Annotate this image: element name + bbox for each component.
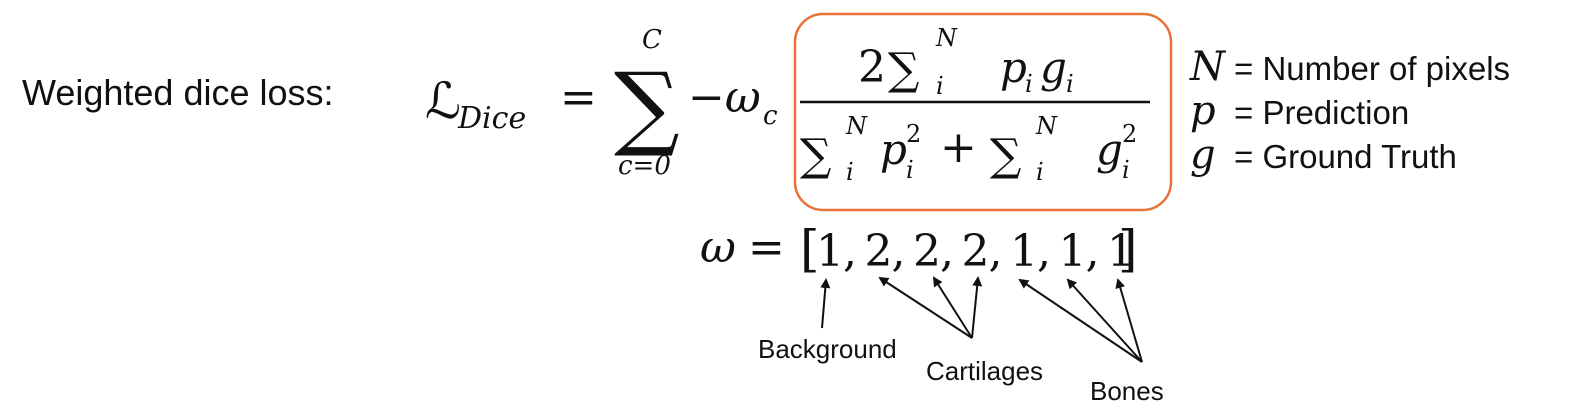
legend-description: = Prediction	[1234, 94, 1410, 131]
equals-sign: =	[560, 72, 597, 123]
denominator-p: p	[880, 125, 907, 174]
weight-value: 1	[1059, 226, 1087, 277]
weights-values: 1,2,2,2,1,1,1	[816, 226, 1135, 277]
numerator-sum-symbol: ∑	[888, 44, 919, 95]
arrow-bone-2	[1066, 278, 1143, 363]
weight-separator: ,	[989, 226, 1003, 277]
sum-upper-limit: C	[642, 25, 662, 55]
numerator-sum-lower: i	[936, 72, 944, 100]
weights-open-bracket: [	[800, 220, 820, 278]
arrow-bone-1	[1018, 278, 1143, 363]
loss-subscript: Dice	[457, 101, 526, 136]
fraction-highlight-box	[793, 12, 1173, 212]
weight-value: 1	[816, 226, 844, 277]
legend-description: = Ground Truth	[1234, 138, 1457, 175]
denominator-sum1-lower: i	[846, 158, 854, 186]
denominator-g-subscript: i	[1122, 156, 1130, 184]
weight-separator: ,	[1037, 226, 1051, 277]
denominator-sum1-upper: N	[845, 112, 868, 140]
legend-description: = Number of pixels	[1234, 50, 1511, 87]
numerator-g: g	[1040, 43, 1067, 92]
legend-symbol: N	[1190, 44, 1225, 90]
arrow-cartilage-1	[878, 276, 973, 339]
sum-lower-limit: c=0	[618, 151, 671, 181]
title-label: Weighted dice loss:	[22, 72, 334, 113]
arrow-background	[820, 278, 831, 329]
arrow-bone-3	[1115, 278, 1143, 363]
weight-symbol: −ω	[688, 72, 761, 123]
numerator-p: p	[1000, 43, 1027, 92]
annotation-arrows	[820, 276, 1143, 363]
arrow-cartilage-3	[971, 276, 983, 339]
denominator-p-subscript: i	[906, 156, 914, 184]
arrow-cartilage-2	[932, 276, 973, 339]
legend-symbol: p	[1190, 88, 1216, 134]
denominator-sum2-lower: i	[1036, 158, 1044, 186]
weight-separator: ,	[843, 226, 857, 277]
weight-value: 2	[913, 226, 941, 277]
legend-row-g: g = Ground Truth	[1190, 132, 1457, 178]
numerator-p-subscript: i	[1025, 70, 1033, 98]
weights-close-bracket: ]	[1118, 220, 1138, 278]
weights-equals: =	[748, 222, 785, 273]
weight-subscript: c	[763, 101, 778, 131]
numerator-coefficient: 2	[858, 42, 886, 93]
legend-row-p: p = Prediction	[1190, 88, 1409, 134]
denominator-sum1-symbol: ∑	[800, 130, 831, 181]
sum-symbol: ∑	[614, 53, 680, 160]
numerator-g-subscript: i	[1066, 70, 1074, 98]
weight-value: 2	[865, 226, 893, 277]
weight-value: 2	[962, 226, 990, 277]
denominator-plus: +	[940, 122, 977, 173]
denominator-sum2-upper: N	[1035, 112, 1058, 140]
weight-separator: ,	[940, 226, 954, 277]
denominator-g: g	[1096, 125, 1123, 174]
weight-value: 1	[1010, 226, 1038, 277]
cartilages-label: Cartilages	[926, 356, 1044, 386]
background-label: Background	[758, 334, 897, 364]
denominator-sum2-symbol: ∑	[990, 130, 1021, 181]
weight-separator: ,	[892, 226, 906, 277]
legend-symbol: g	[1190, 132, 1216, 178]
numerator-sum-upper: N	[935, 24, 958, 52]
loss-symbol: ℒ	[425, 72, 461, 130]
legend-row-n: N = Number of pixels	[1190, 44, 1510, 90]
bones-label: Bones	[1090, 376, 1164, 406]
weight-separator: ,	[1086, 226, 1100, 277]
weights-symbol: ω	[700, 222, 736, 273]
denominator-p-superscript: 2	[906, 120, 921, 148]
weight-value: 1	[1107, 226, 1135, 277]
denominator-g-superscript: 2	[1122, 120, 1137, 148]
